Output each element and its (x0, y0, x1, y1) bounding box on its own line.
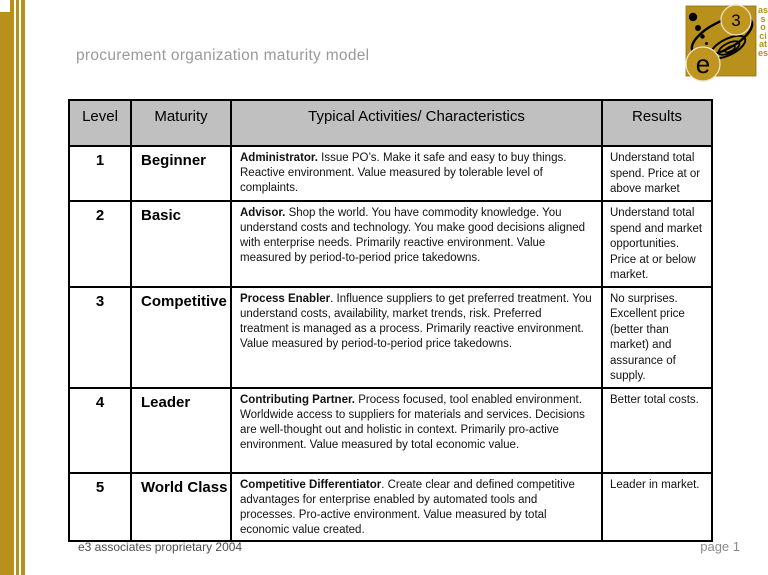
maturity-cell: Basic (130, 200, 232, 288)
page-title: procurement organization maturity model (76, 47, 370, 64)
table-row: 4 Leader Contributing Partner. Process f… (68, 386, 713, 474)
results-cell: Better total costs. (601, 386, 713, 474)
maturity-cell: Beginner (130, 145, 232, 202)
activities-rest: Process focused, tool enabled environmen… (240, 393, 585, 451)
activities-lead: Administrator. (240, 152, 318, 164)
activities-rest: Issue PO’s. Make it safe and easy to buy… (240, 152, 567, 194)
e3-associates-logo: 3 e associates (684, 2, 768, 98)
level-cell: 3 (68, 285, 132, 389)
logo-associates-label: associates (758, 5, 768, 58)
level-cell: 2 (68, 200, 132, 288)
activities-lead: Process Enabler (240, 292, 331, 305)
activities-lead: Advisor. (240, 207, 286, 219)
activities-lead: Competitive Differentiator (240, 478, 382, 491)
table-row: 2 Basic Advisor. Shop the world. You hav… (68, 200, 713, 288)
maturity-cell: Leader (130, 386, 232, 474)
activities-cell: Process Enabler. Influence suppliers to … (230, 285, 603, 389)
header-maturity: Maturity (130, 99, 232, 147)
maturity-model-table: Level Maturity Typical Activities/ Chara… (68, 99, 713, 542)
level-cell: 5 (68, 471, 132, 542)
header-level: Level (68, 99, 132, 147)
results-cell: Understand total spend. Price at or abov… (601, 145, 713, 202)
left-gold-stripe-2 (21, 0, 25, 575)
table-row: 3 Competitive Process Enabler. Influence… (68, 285, 713, 389)
level-cell: 4 (68, 386, 132, 474)
activities-cell: Administrator. Issue PO’s. Make it safe … (230, 145, 603, 202)
maturity-cell: Competitive (130, 285, 232, 389)
left-gold-stripe-1 (16, 0, 19, 575)
maturity-cell: World Class (130, 471, 232, 542)
activities-rest: . Influence suppliers to get preferred t… (240, 292, 592, 350)
logo-circle-3: 3 (731, 11, 740, 30)
results-cell: Leader in market. (601, 471, 713, 542)
logo-circle-e: e (696, 49, 710, 79)
activities-lead: Contributing Partner. (240, 393, 355, 406)
results-cell: Understand total spend and market opport… (601, 200, 713, 288)
level-cell: 1 (68, 145, 132, 202)
activities-cell: Contributing Partner. Process focused, t… (230, 386, 603, 474)
activities-cell: Competitive Differentiator. Create clear… (230, 471, 603, 542)
left-bar-notch (0, 0, 10, 12)
page-number: page 1 (700, 539, 740, 554)
activities-rest: . Create clear and defined competitive a… (240, 478, 575, 536)
table-header-row: Level Maturity Typical Activities/ Chara… (68, 99, 713, 147)
footer-proprietary-text: e3 associates proprietary 2004 (78, 540, 243, 554)
table-row: 5 World Class Competitive Differentiator… (68, 471, 713, 542)
logo-galaxy-icon: 3 e (685, 4, 757, 82)
header-activities: Typical Activities/ Characteristics (230, 99, 603, 147)
results-cell: No surprises. Excellent price (better th… (601, 285, 713, 389)
left-gold-bar (0, 0, 14, 575)
table-row: 1 Beginner Administrator. Issue PO’s. Ma… (68, 145, 713, 202)
activities-cell: Advisor. Shop the world. You have commod… (230, 200, 603, 288)
activities-rest: Shop the world. You have commodity knowl… (240, 207, 586, 264)
header-results: Results (601, 99, 713, 147)
